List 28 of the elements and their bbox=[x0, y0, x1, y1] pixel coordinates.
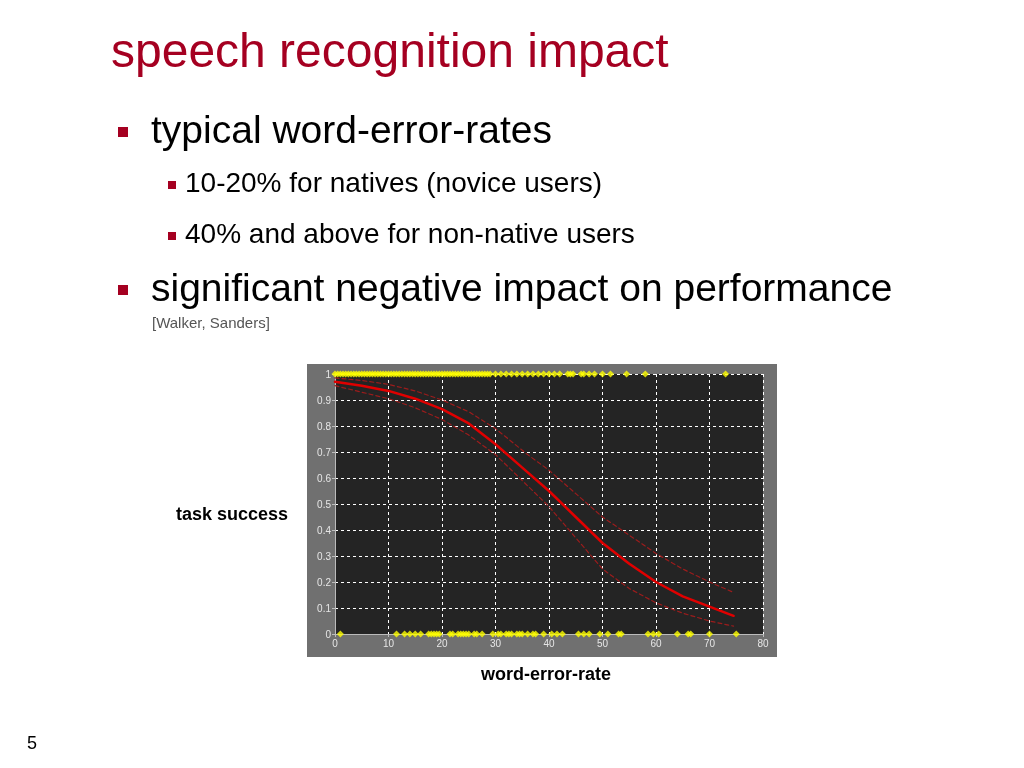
text: 10-20% for natives (novice users) bbox=[185, 167, 603, 200]
x-axis-title: word-error-rate bbox=[480, 664, 612, 685]
y-tick-label: 0.6 bbox=[317, 472, 332, 484]
text: typical word-error-rates bbox=[151, 108, 552, 153]
y-tick-label: 0.8 bbox=[317, 420, 332, 432]
y-tick-label: 0.3 bbox=[317, 550, 332, 562]
text: 40% and above for non-native users bbox=[185, 218, 635, 251]
x-tick-label: 30 bbox=[489, 637, 502, 649]
y-tick-label: 0.9 bbox=[317, 394, 332, 406]
x-tick-label: 80 bbox=[757, 637, 769, 649]
text: 5 bbox=[27, 733, 38, 754]
chart-title: speech recognition impact bbox=[111, 23, 669, 79]
text: [Walker, Sanders] bbox=[152, 314, 270, 332]
y-tick-label: 0.7 bbox=[317, 446, 332, 458]
x-tick-label: 50 bbox=[596, 637, 609, 649]
y-axis-title: task success bbox=[175, 504, 288, 525]
y-tick-label: 0.5 bbox=[317, 498, 332, 510]
x-tick-label: 70 bbox=[703, 637, 716, 649]
y-tick-label: 0.2 bbox=[317, 576, 332, 588]
y-tick-label: 0.1 bbox=[317, 602, 332, 614]
x-tick-label: 20 bbox=[436, 637, 448, 649]
y-tick-label: 0 bbox=[325, 628, 332, 640]
x-tick-label: 40 bbox=[543, 637, 555, 649]
y-tick-label: 0.4 bbox=[317, 524, 332, 536]
y-tick-label: 1 bbox=[325, 368, 332, 380]
x-tick-label: 10 bbox=[382, 637, 395, 649]
text: significant negative impact on performance bbox=[151, 266, 893, 311]
x-tick-label: 60 bbox=[650, 637, 662, 649]
